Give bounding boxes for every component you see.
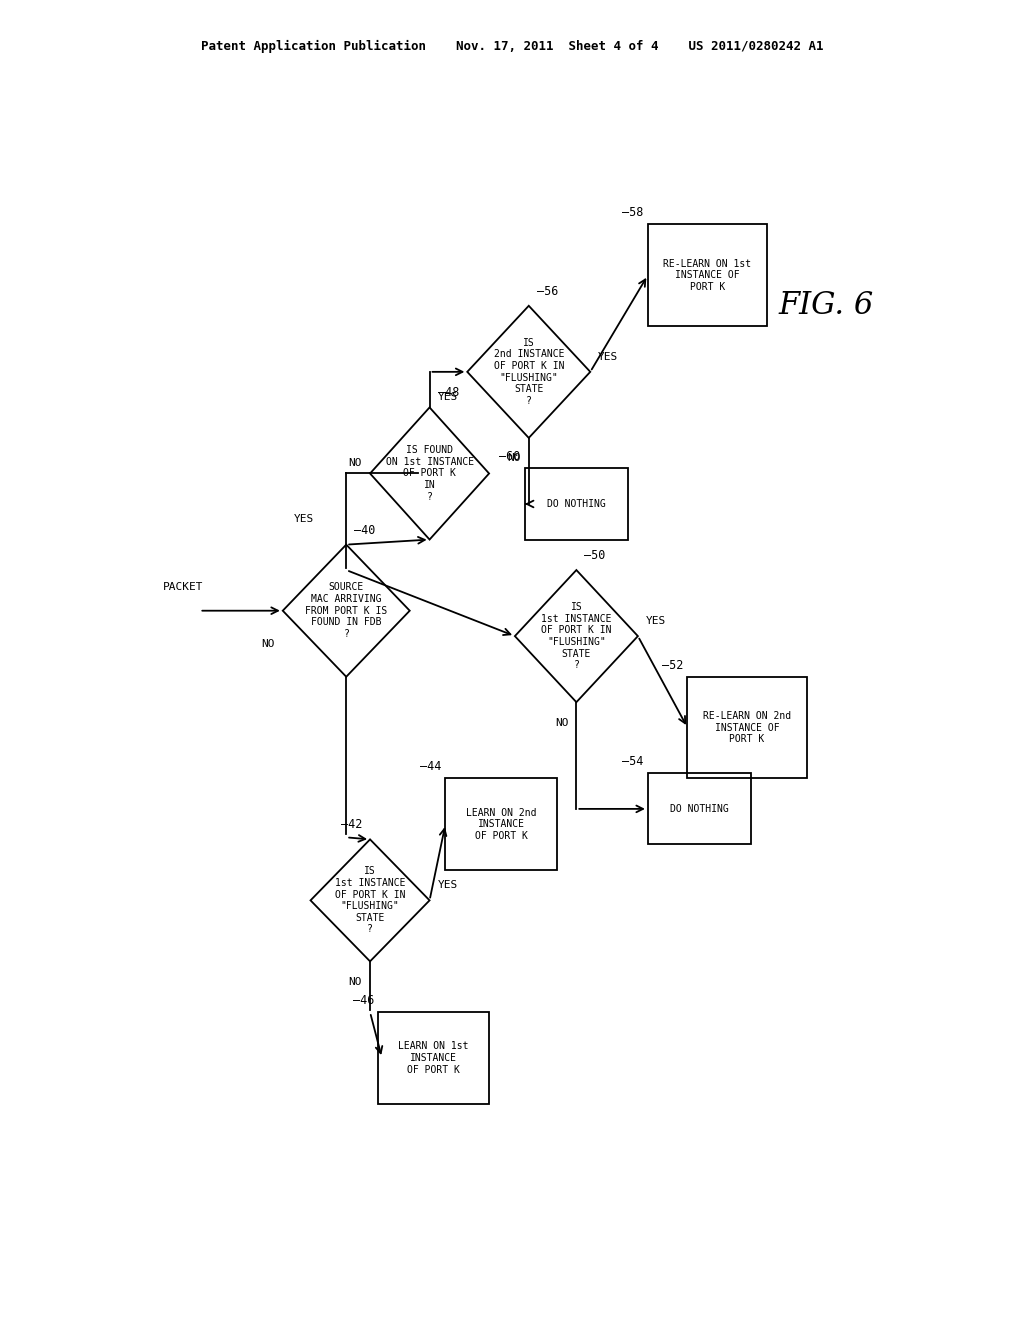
Bar <box>648 774 751 845</box>
Text: LEARN ON 2nd
INSTANCE
OF PORT K: LEARN ON 2nd INSTANCE OF PORT K <box>466 808 537 841</box>
Text: FIG. 6: FIG. 6 <box>778 290 874 321</box>
Text: —40: —40 <box>354 524 376 536</box>
Text: SOURCE
MAC ARRIVING
FROM PORT K IS
FOUND IN FDB
?: SOURCE MAC ARRIVING FROM PORT K IS FOUND… <box>305 582 387 639</box>
Text: YES: YES <box>598 351 618 362</box>
Text: Patent Application Publication    Nov. 17, 2011  Sheet 4 of 4    US 2011/0280242: Patent Application Publication Nov. 17, … <box>201 40 823 53</box>
Text: LEARN ON 1st
INSTANCE
OF PORT K: LEARN ON 1st INSTANCE OF PORT K <box>398 1041 469 1074</box>
Text: NO: NO <box>348 458 362 469</box>
Text: —44: —44 <box>420 760 441 774</box>
Text: —56: —56 <box>537 285 558 297</box>
Text: —58: —58 <box>623 206 644 219</box>
Text: RE-LEARN ON 1st
INSTANCE OF
PORT K: RE-LEARN ON 1st INSTANCE OF PORT K <box>664 259 752 292</box>
Text: NO: NO <box>348 977 362 986</box>
Text: DO NOTHING: DO NOTHING <box>670 804 729 814</box>
Text: —60: —60 <box>500 450 521 463</box>
Text: IS
1st INSTANCE
OF PORT K IN
"FLUSHING"
STATE
?: IS 1st INSTANCE OF PORT K IN "FLUSHING" … <box>541 602 611 671</box>
Text: YES: YES <box>294 515 314 524</box>
Text: RE-LEARN ON 2nd
INSTANCE OF
PORT K: RE-LEARN ON 2nd INSTANCE OF PORT K <box>702 711 792 744</box>
Bar <box>648 224 767 326</box>
Text: NO: NO <box>555 718 568 727</box>
Text: IS
1st INSTANCE
OF PORT K IN
"FLUSHING"
STATE
?: IS 1st INSTANCE OF PORT K IN "FLUSHING" … <box>335 866 406 935</box>
Text: —46: —46 <box>352 994 374 1007</box>
Bar <box>445 779 557 870</box>
Bar <box>687 677 807 779</box>
Text: DO NOTHING: DO NOTHING <box>547 499 606 510</box>
Text: —54: —54 <box>623 755 644 768</box>
Text: —42: —42 <box>341 818 362 832</box>
Text: —50: —50 <box>585 549 605 562</box>
Text: IS FOUND
ON 1st INSTANCE
OF PORT K
IN
?: IS FOUND ON 1st INSTANCE OF PORT K IN ? <box>385 445 474 502</box>
Text: IS
2nd INSTANCE
OF PORT K IN
"FLUSHING"
STATE
?: IS 2nd INSTANCE OF PORT K IN "FLUSHING" … <box>494 338 564 405</box>
Text: PACKET: PACKET <box>163 582 204 593</box>
Text: NO: NO <box>261 639 274 648</box>
Text: —48: —48 <box>437 387 459 399</box>
Text: —52: —52 <box>663 659 684 672</box>
Bar <box>524 469 628 540</box>
Text: YES: YES <box>437 392 458 403</box>
Text: YES: YES <box>437 880 458 890</box>
Text: YES: YES <box>646 616 666 626</box>
Bar <box>378 1012 489 1104</box>
Text: NO: NO <box>507 453 521 463</box>
